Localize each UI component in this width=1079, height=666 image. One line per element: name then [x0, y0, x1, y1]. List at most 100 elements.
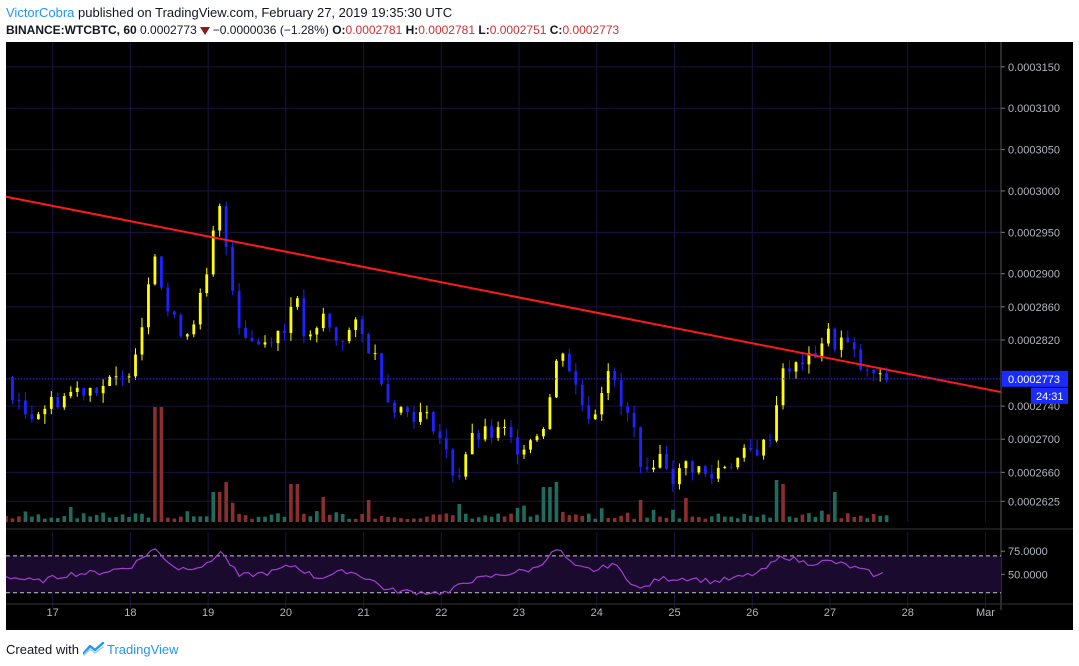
- volume-bar: [522, 505, 526, 522]
- volume-bar: [794, 517, 798, 522]
- high-value: 0.0002781: [418, 23, 476, 37]
- volume-bar: [43, 518, 47, 522]
- volume-bar: [651, 509, 656, 522]
- volume-bar: [30, 516, 34, 522]
- last-price: 0.0002773: [140, 23, 197, 37]
- volume-bar: [425, 516, 429, 522]
- price-tick-label: 0.0002740: [1008, 401, 1060, 413]
- tradingview-logo[interactable]: TradingView: [82, 642, 179, 657]
- candle-body: [587, 405, 591, 420]
- volume-bar: [871, 514, 876, 522]
- candle-body: [846, 337, 850, 343]
- volume-bar: [75, 518, 80, 522]
- candle-body: [134, 354, 137, 377]
- volume-bar: [334, 512, 339, 522]
- price-axis: 0.0003150 0.0003100 0.0003050 0.0003000 0.00…: [1000, 42, 1060, 610]
- volume-bar: [729, 516, 734, 522]
- candle-body: [380, 353, 383, 385]
- down-triangle-icon: [199, 27, 210, 35]
- candle-body: [341, 340, 345, 342]
- price-tick-label: 0.0003000: [1008, 186, 1060, 198]
- candle-body: [859, 349, 863, 370]
- current-price-tag: [1002, 370, 1068, 387]
- volume-bar: [204, 516, 209, 522]
- volume-bar: [586, 513, 591, 522]
- candle-body: [231, 246, 235, 291]
- candle-body: [185, 334, 189, 337]
- volume-bar: [710, 516, 714, 522]
- candle-body: [224, 206, 228, 247]
- candle-body: [554, 360, 558, 398]
- candle-body: [807, 353, 811, 365]
- candle-body: [716, 467, 720, 479]
- time-tick-label: 26: [746, 607, 758, 619]
- candle-body: [69, 391, 73, 397]
- candle-body: [768, 439, 772, 441]
- candle-body: [801, 362, 804, 365]
- volume-bar: [599, 508, 604, 522]
- volume-bar: [671, 509, 675, 522]
- candle-body: [671, 468, 675, 485]
- candle-body: [794, 362, 798, 372]
- candle-body: [82, 387, 86, 396]
- volume-bar: [17, 516, 21, 522]
- time-tick-label: 28: [902, 607, 914, 619]
- candle-body: [619, 380, 623, 407]
- price-tick-label: 0.0002660: [1008, 467, 1060, 479]
- candle-body: [30, 414, 34, 420]
- candle-body: [11, 377, 14, 401]
- candle-body: [302, 298, 306, 337]
- candle-body: [729, 466, 733, 468]
- rsi-tick-label: 75.0000: [1008, 546, 1048, 558]
- candle-body: [276, 330, 280, 344]
- candle-body: [386, 384, 390, 403]
- candle-body: [542, 428, 545, 437]
- volume-bar: [340, 514, 345, 522]
- symbol-label[interactable]: BINANCE:WTCBTC, 60: [6, 23, 137, 37]
- volume-bar: [800, 514, 805, 522]
- volume-bar: [697, 517, 701, 522]
- volume-bar: [431, 514, 436, 522]
- volume-bar: [191, 516, 196, 522]
- volume-bar: [612, 517, 617, 522]
- author-link[interactable]: VictorCobra: [6, 5, 75, 20]
- time-tick-label: 23: [513, 607, 525, 619]
- time-tick-label: 19: [202, 607, 214, 619]
- volume-bar: [185, 511, 190, 522]
- price-chart[interactable]: 0.0003150 0.0003100 0.0003050 0.0003000 0.00…: [6, 42, 1073, 632]
- volume-bar: [392, 517, 397, 522]
- candle-body: [360, 319, 364, 335]
- volume-bar: [684, 498, 688, 522]
- candle-body: [529, 440, 532, 450]
- candle-body: [211, 230, 215, 275]
- candle-body: [477, 433, 481, 440]
- volume-bar: [172, 518, 177, 522]
- volume-bar: [211, 492, 216, 522]
- candle-body: [593, 414, 597, 420]
- candle-body: [140, 327, 144, 355]
- candle-body: [308, 334, 312, 337]
- candle-body: [419, 412, 422, 422]
- candle-body: [179, 314, 183, 337]
- candle-body: [270, 342, 273, 344]
- candle-body: [62, 396, 66, 408]
- volume-bar: [554, 482, 559, 522]
- volume-bar: [101, 512, 105, 522]
- candle-body: [885, 373, 889, 381]
- candle-body: [198, 293, 202, 325]
- candle-body: [490, 426, 494, 438]
- volume-bar: [217, 492, 222, 522]
- time-tick-label: 25: [668, 607, 680, 619]
- time-tick-label: Mar: [976, 607, 995, 619]
- rsi-tick-label: 50.0000: [1008, 569, 1048, 581]
- candle-body: [444, 438, 448, 450]
- candle-body: [574, 371, 578, 385]
- volume-bar: [457, 504, 462, 522]
- candle-body: [600, 393, 604, 415]
- publish-line: VictorCobra published on TradingView.com…: [6, 4, 1074, 21]
- candle-body: [237, 290, 241, 328]
- volume-bar: [386, 516, 390, 522]
- price-tick-label: 0.0003050: [1008, 145, 1060, 157]
- price-change: −0.0000036 (−1.28%): [212, 23, 329, 37]
- candle-body: [218, 206, 222, 231]
